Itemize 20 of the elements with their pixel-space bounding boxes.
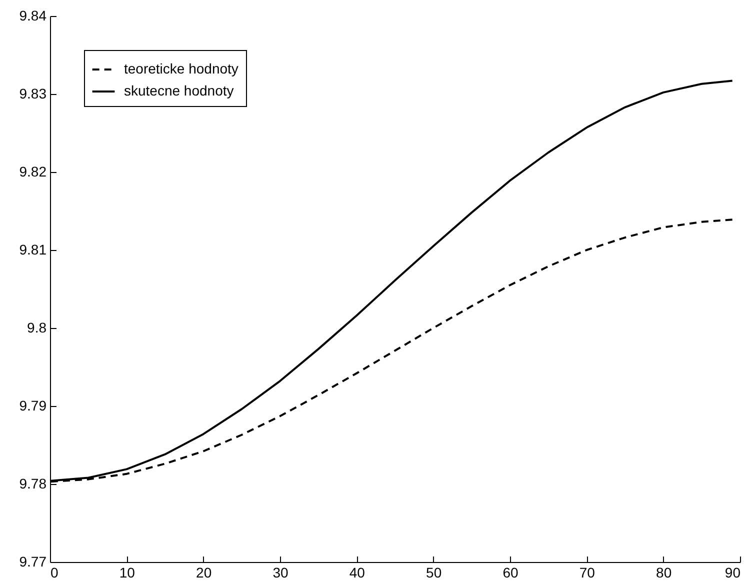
x-tick-label: 0	[50, 564, 58, 580]
x-tick-label: 40	[349, 564, 366, 580]
y-tick-label: 9.81	[19, 242, 47, 258]
x-tick-label: 30	[272, 564, 288, 580]
x-tick-label: 60	[502, 564, 518, 580]
x-tick-label: 50	[426, 564, 442, 580]
legend-label: teoreticke hodnoty	[124, 60, 238, 76]
y-tick-label: 9.77	[19, 554, 47, 570]
y-tick-label: 9.84	[19, 8, 47, 24]
x-tick-label: 90	[724, 564, 741, 580]
legend-label: skutecne hodnoty	[124, 82, 234, 98]
y-tick-label: 9.79	[19, 398, 47, 414]
x-tick-label: 10	[119, 564, 136, 580]
x-tick-label: 80	[656, 564, 672, 580]
y-tick-label: 9.83	[19, 86, 47, 102]
x-tick-label: 20	[196, 564, 212, 580]
y-tick-label: 9.8	[27, 320, 47, 336]
y-tick-label: 9.82	[19, 164, 47, 180]
x-tick-label: 70	[579, 564, 596, 580]
y-tick-label: 9.78	[19, 476, 47, 492]
